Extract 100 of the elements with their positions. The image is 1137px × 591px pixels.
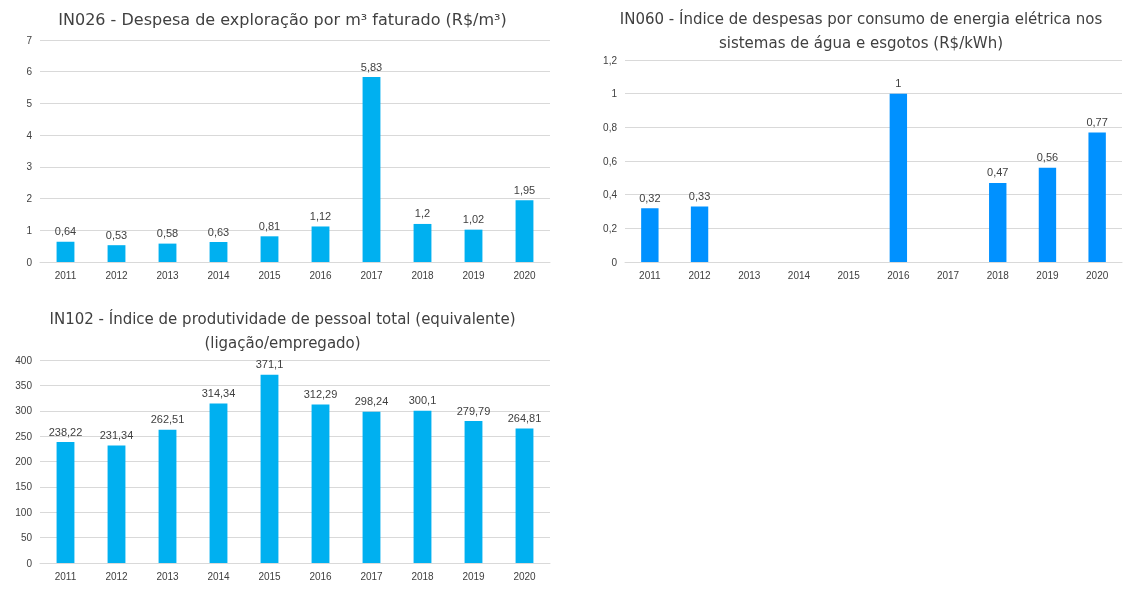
- data-label: 1,12: [309, 209, 332, 222]
- x-tick-label: 2016: [309, 570, 333, 582]
- x-tick-label: 2018: [986, 269, 1010, 281]
- bar: [209, 403, 228, 563]
- x-tick-label: 2011: [54, 570, 77, 582]
- x-tick-label: 2012: [688, 269, 712, 281]
- y-tick-label: 0,8: [603, 121, 618, 133]
- bar: [158, 429, 177, 563]
- y-tick-label: 0,2: [603, 222, 618, 234]
- data-label: 231,34: [99, 429, 134, 442]
- data-label: 0,81: [258, 219, 281, 232]
- y-tick-label: 0: [26, 557, 33, 569]
- data-label: 0,33: [688, 189, 711, 202]
- data-label: 279,79: [456, 404, 491, 417]
- bar: [260, 236, 279, 262]
- data-label: 0,64: [54, 225, 77, 238]
- x-tick-label: 2020: [513, 269, 537, 281]
- x-tick-label: 2012: [105, 570, 129, 582]
- y-tick-label: 3: [26, 161, 33, 173]
- y-tick-label: 1: [611, 88, 618, 100]
- y-tick-label: 5: [26, 97, 33, 109]
- data-label: 0,56: [1036, 151, 1059, 164]
- y-tick-label: 200: [15, 456, 33, 467]
- y-tick-label: 7: [26, 34, 33, 46]
- data-label: 5,83: [360, 60, 383, 73]
- x-tick-label: 2016: [309, 269, 333, 281]
- bar: [311, 226, 330, 262]
- y-tick-label: 50: [20, 532, 33, 544]
- y-tick-label: 350: [15, 379, 33, 391]
- data-label: 314,34: [201, 386, 236, 399]
- bar: [107, 445, 126, 563]
- bar: [56, 241, 75, 262]
- y-tick-label: 400: [15, 354, 33, 366]
- x-tick-label: 2015: [258, 269, 282, 281]
- x-tick-label: 2017: [936, 269, 960, 281]
- data-label: 1,02: [462, 213, 485, 226]
- y-tick-label: 1,2: [603, 54, 618, 66]
- y-tick-label: 250: [15, 430, 33, 442]
- x-tick-label: 2015: [837, 269, 861, 281]
- data-label: 0,32: [639, 191, 661, 204]
- bar: [641, 208, 659, 262]
- x-tick-label: 2011: [639, 269, 662, 281]
- bar: [464, 229, 483, 262]
- bar: [362, 411, 381, 563]
- x-tick-label: 2013: [738, 269, 761, 281]
- bar: [1088, 132, 1106, 262]
- x-tick-label: 2014: [207, 269, 231, 281]
- chart-title: IN060 - Índice de despesas por consumo de energia elétrica nos sistemas de água e esgotos (R$/kWh): [619, 9, 1103, 52]
- y-tick-label: 150: [15, 481, 33, 493]
- chart-title: IN026 - Despesa de exploração por m³ faturado (R$/m³): [58, 9, 507, 29]
- y-tick-label: 0: [611, 256, 618, 268]
- x-tick-label: 2020: [513, 570, 537, 582]
- x-tick-label: 2013: [156, 269, 180, 281]
- data-label: 312,29: [303, 388, 338, 401]
- chart-title: IN102 - Índice de produtividade de pessoal total (equivalente) (ligação/empregado): [49, 309, 516, 352]
- bar: [107, 245, 126, 262]
- bar: [56, 442, 75, 563]
- data-label: 1,2: [414, 207, 431, 220]
- data-label: 298,24: [354, 395, 389, 408]
- data-label: 264,81: [507, 412, 542, 425]
- y-tick-label: 6: [26, 66, 33, 78]
- x-tick-label: 2011: [54, 269, 77, 281]
- x-tick-label: 2014: [207, 570, 231, 582]
- bar: [362, 77, 381, 262]
- x-tick-label: 2012: [105, 269, 129, 281]
- data-label: 238,22: [48, 425, 83, 438]
- x-tick-label: 2014: [787, 269, 811, 281]
- bar: [260, 374, 279, 563]
- data-label: 1,95: [513, 183, 536, 196]
- y-tick-label: 1: [26, 224, 33, 236]
- y-tick-label: 100: [15, 506, 33, 518]
- data-label: 262,51: [150, 413, 185, 426]
- data-label: 1: [895, 77, 902, 90]
- y-tick-label: 300: [15, 405, 33, 417]
- bar: [158, 243, 177, 262]
- bar: [515, 428, 534, 563]
- data-label: 0,47: [987, 166, 1009, 179]
- x-tick-label: 2020: [1086, 269, 1109, 281]
- x-tick-label: 2017: [360, 570, 384, 582]
- bar: [311, 404, 330, 563]
- y-tick-label: 2: [26, 193, 33, 205]
- y-tick-label: 0,6: [603, 155, 618, 167]
- data-label: 0,58: [156, 227, 179, 240]
- bar: [889, 93, 908, 262]
- x-tick-label: 2019: [1036, 269, 1060, 281]
- bar: [989, 182, 1007, 262]
- x-tick-label: 2019: [462, 570, 486, 582]
- bar: [209, 242, 228, 262]
- y-tick-label: 0: [26, 256, 33, 268]
- data-label: 0,63: [207, 225, 230, 238]
- data-label: 300,1: [408, 394, 437, 407]
- bar: [1038, 167, 1057, 262]
- bar: [690, 206, 709, 262]
- x-tick-label: 2015: [258, 570, 282, 582]
- bar: [413, 410, 432, 563]
- x-tick-label: 2018: [411, 570, 435, 582]
- bar: [413, 223, 432, 262]
- x-tick-label: 2018: [411, 269, 435, 281]
- y-tick-label: 0,4: [603, 189, 618, 201]
- data-label: 371,1: [255, 358, 284, 371]
